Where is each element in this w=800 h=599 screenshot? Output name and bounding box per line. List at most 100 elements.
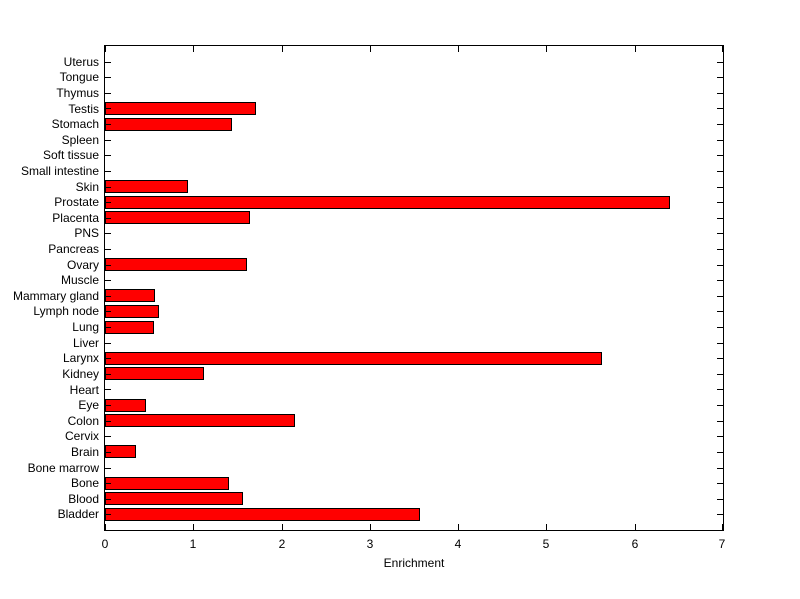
plot-area bbox=[104, 45, 724, 531]
y-tick-right bbox=[717, 249, 723, 250]
y-tick-right bbox=[717, 296, 723, 297]
y-tick-left bbox=[105, 374, 111, 375]
y-tick-right bbox=[717, 233, 723, 234]
bar-skin bbox=[105, 180, 188, 193]
category-label-thymus: Thymus bbox=[56, 85, 99, 100]
y-tick-left bbox=[105, 483, 111, 484]
y-tick-left bbox=[105, 265, 111, 266]
x-tick-label-5: 5 bbox=[542, 537, 550, 551]
y-tick-right bbox=[717, 140, 723, 141]
y-tick-right bbox=[717, 468, 723, 469]
y-tick-right bbox=[717, 62, 723, 63]
x-tick-bottom bbox=[635, 524, 636, 530]
y-tick-right bbox=[717, 171, 723, 172]
y-tick-left bbox=[105, 62, 111, 63]
x-axis-tick-labels: 0 1 2 3 4 5 6 7 bbox=[102, 537, 726, 553]
category-label-kidney: Kidney bbox=[62, 366, 99, 381]
category-label-blood: Blood bbox=[68, 491, 99, 506]
bar-brain bbox=[105, 445, 136, 459]
x-tick-top bbox=[282, 46, 283, 52]
x-tick-top bbox=[546, 46, 547, 52]
bar-larynx bbox=[105, 351, 602, 365]
y-tick-right bbox=[717, 155, 723, 156]
y-tick-right bbox=[717, 389, 723, 390]
y-tick-right bbox=[717, 514, 723, 515]
category-label-eye: Eye bbox=[78, 398, 99, 413]
y-tick-left bbox=[105, 233, 111, 234]
y-tick-left bbox=[105, 140, 111, 141]
y-tick-left bbox=[105, 452, 111, 453]
x-tick-top bbox=[722, 46, 723, 52]
y-tick-right bbox=[717, 280, 723, 281]
category-label-placenta: Placenta bbox=[52, 210, 99, 225]
x-tick-label-4: 4 bbox=[454, 537, 462, 551]
category-label-uterus: Uterus bbox=[63, 54, 99, 69]
category-label-colon: Colon bbox=[67, 413, 99, 428]
y-tick-right bbox=[717, 421, 723, 422]
y-tick-left bbox=[105, 514, 111, 515]
y-tick-left bbox=[105, 405, 111, 406]
bar-testis bbox=[105, 102, 256, 115]
x-tick-bottom bbox=[546, 524, 547, 530]
category-label-brain: Brain bbox=[70, 444, 99, 459]
x-tick-bottom bbox=[282, 524, 283, 530]
category-label-pns: PNS bbox=[74, 226, 99, 241]
x-tick-top bbox=[635, 46, 636, 52]
category-label-prostate: Prostate bbox=[54, 195, 99, 210]
y-tick-left bbox=[105, 93, 111, 94]
bar-kidney bbox=[105, 367, 204, 381]
x-tick-label-3: 3 bbox=[366, 537, 374, 551]
category-label-bone: Bone bbox=[70, 476, 99, 491]
category-label-cervix: Cervix bbox=[64, 429, 99, 444]
x-tick-label-1: 1 bbox=[189, 537, 197, 551]
y-tick-left bbox=[105, 77, 111, 78]
category-label-lymph-node: Lymph node bbox=[33, 304, 99, 319]
y-tick-left bbox=[105, 499, 111, 500]
bar-placenta bbox=[105, 211, 250, 225]
y-tick-left bbox=[105, 218, 111, 219]
category-label-bone-marrow: Bone marrow bbox=[27, 460, 99, 475]
y-tick-left bbox=[105, 296, 111, 297]
x-tick-top bbox=[458, 46, 459, 52]
y-tick-right bbox=[717, 499, 723, 500]
bar-bone bbox=[105, 476, 229, 490]
category-label-heart: Heart bbox=[69, 382, 99, 397]
x-tick-label-7: 7 bbox=[718, 537, 726, 551]
bar-blood bbox=[105, 492, 243, 506]
y-tick-left bbox=[105, 311, 111, 312]
category-label-mammary-gland: Mammary gland bbox=[12, 288, 99, 303]
y-tick-right bbox=[717, 483, 723, 484]
bar-lung bbox=[105, 320, 154, 334]
y-tick-left bbox=[105, 468, 111, 469]
y-tick-right bbox=[717, 405, 723, 406]
x-tick-top bbox=[370, 46, 371, 52]
y-tick-right bbox=[717, 202, 723, 203]
category-label-pancreas: Pancreas bbox=[48, 242, 99, 256]
bar-ovary bbox=[105, 258, 247, 272]
category-label-larynx: Larynx bbox=[62, 351, 99, 366]
x-tick-bottom bbox=[370, 524, 371, 530]
y-tick-right bbox=[717, 436, 723, 437]
category-label-soft-tissue: Soft tissue bbox=[42, 148, 99, 163]
x-tick-label-2: 2 bbox=[278, 537, 286, 551]
category-label-lung: Lung bbox=[72, 320, 99, 334]
bar-lymph-node bbox=[105, 304, 159, 318]
y-tick-right bbox=[717, 327, 723, 328]
y-tick-left bbox=[105, 358, 111, 359]
category-label-bladder: Bladder bbox=[57, 507, 99, 522]
x-axis-title: Enrichment bbox=[383, 556, 445, 570]
y-tick-left bbox=[105, 187, 111, 188]
category-label-ovary: Ovary bbox=[66, 257, 99, 272]
y-tick-left bbox=[105, 155, 111, 156]
y-axis-labels: Uterus Tongue Thymus Testis Stomach Spleen Sof… bbox=[0, 45, 99, 531]
category-label-skin: Skin bbox=[75, 179, 99, 194]
y-tick-left bbox=[105, 421, 111, 422]
x-tick-top bbox=[105, 46, 106, 52]
category-label-testis: Testis bbox=[68, 101, 99, 116]
y-tick-right bbox=[717, 93, 723, 94]
y-tick-right bbox=[717, 187, 723, 188]
x-tick-bottom bbox=[193, 524, 194, 530]
x-tick-bottom bbox=[722, 524, 723, 530]
bar-prostate bbox=[105, 195, 670, 209]
